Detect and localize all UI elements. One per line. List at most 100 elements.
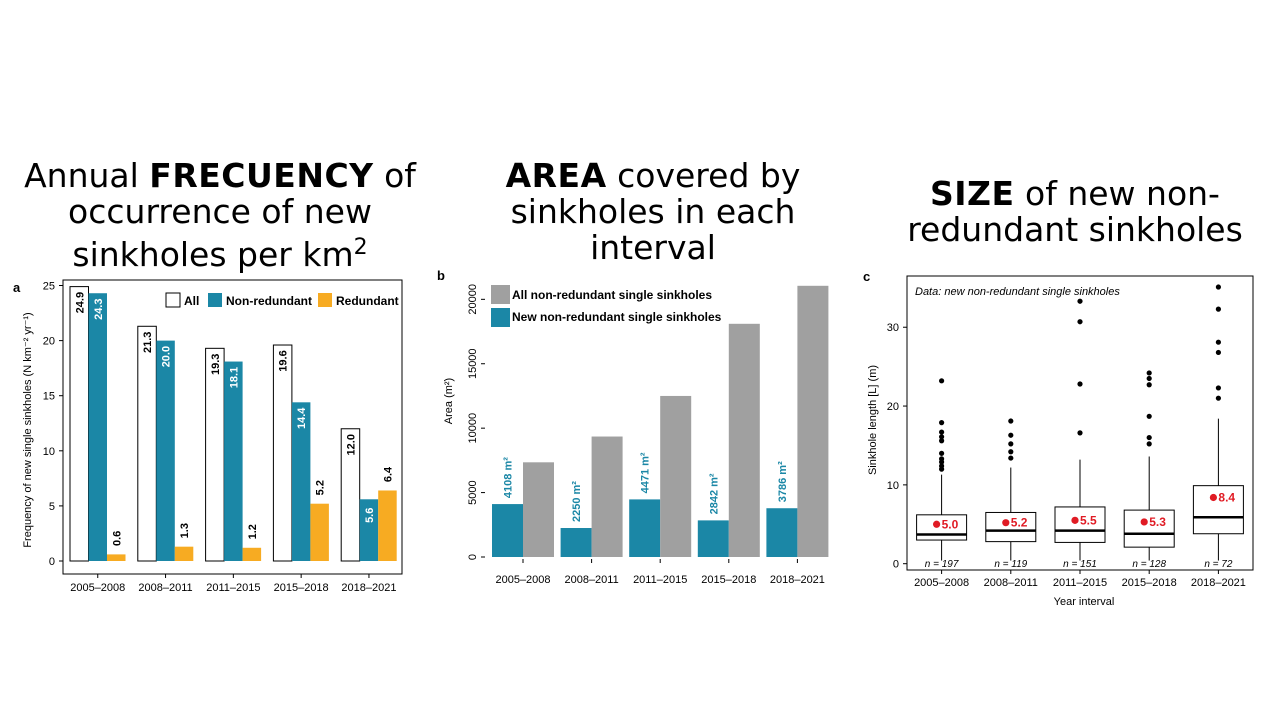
panel-c-outlier xyxy=(939,463,945,469)
heading-area-bold: AREA xyxy=(505,156,607,195)
panel-a-ytick-label: 15 xyxy=(43,391,55,403)
panel-b-xtick-label: 2018–2021 xyxy=(770,574,825,586)
panel-b-bar-all xyxy=(797,285,829,557)
heading-area-post: covered by sinkholes in each interval xyxy=(510,156,801,267)
panel-a-legend-label: Non-redundant xyxy=(226,294,312,308)
panel-a-bar-all xyxy=(137,325,157,562)
panel-c-outlier xyxy=(939,450,945,456)
panel-b-ytick-label: 15000 xyxy=(467,348,479,379)
panel-a-frame xyxy=(62,279,403,575)
panel-c-mean-label: 5.3 xyxy=(1149,515,1166,529)
panel-b-bar-all xyxy=(660,395,692,557)
panel-a-bar-all xyxy=(69,286,89,562)
panel-c-outlier xyxy=(939,420,945,426)
panel-c-ytick-label: 30 xyxy=(887,322,899,334)
heading-area: AREA covered by sinkholes in each interv… xyxy=(453,158,853,266)
panel-c-annotation: Data: new non-redundant single sinkholes xyxy=(915,286,1120,298)
panel-b-xtick-label: 2008–2011 xyxy=(564,574,618,586)
panel-a-xtick-label: 2011–2015 xyxy=(206,582,260,594)
panel-a-data-label: 14.4 xyxy=(296,407,308,429)
panel-a-bar-all xyxy=(340,428,361,562)
panel-a-data-label: 19.3 xyxy=(210,354,222,375)
panel-a-bar-all xyxy=(272,344,293,562)
panel-c-outlier xyxy=(1215,395,1221,401)
panel-b-bar-new xyxy=(697,520,729,557)
panel-b-bar-all xyxy=(728,323,760,557)
panel-b-data-label: 3786 m² xyxy=(777,461,789,502)
panel-b-data-label: 4471 m² xyxy=(640,452,652,493)
panel-a-ytick-label: 5 xyxy=(49,501,55,513)
panel-c-outlier xyxy=(1215,349,1221,356)
panel-c-outlier xyxy=(1008,441,1014,447)
panel-b-bar-new xyxy=(629,499,661,557)
panel-c-xtick-label: 2011–2015 xyxy=(1053,577,1107,589)
panel-a-data-label: 21.3 xyxy=(142,332,154,353)
panel-b-data-label: 4108 m² xyxy=(503,457,515,498)
panel-c-n-label: n = 119 xyxy=(994,559,1027,570)
panel-a-legend: All Non-redundant Redundant xyxy=(165,292,399,308)
panel-c-ytick-label: 20 xyxy=(887,401,899,413)
panel-b-ytick-label: 10000 xyxy=(467,413,479,444)
panel-a-xtick-label: 2018–2021 xyxy=(341,582,396,594)
heading-size: SIZE of new non-redundant sinkholes xyxy=(880,176,1270,248)
panel-b-xtick-label: 2005–2008 xyxy=(495,574,550,586)
chart-size: c Sinkhole length [L] (m) Year interval … xyxy=(863,269,1254,608)
panel-a-bar-redundant xyxy=(174,546,194,561)
panel-c-ylabel: Sinkhole length [L] (m) xyxy=(867,365,879,475)
panel-c-xtick-label: 2008–2011 xyxy=(984,577,1038,589)
panel-a-letter: a xyxy=(13,280,21,295)
panel-c-outlier xyxy=(1077,381,1083,387)
panel-a-bar-non-redundant xyxy=(156,340,175,561)
panel-c-mean-dot xyxy=(933,520,941,528)
panel-b-ylabel: Area (m²) xyxy=(443,378,455,424)
panel-c-mean-label: 5.2 xyxy=(1011,516,1028,530)
panel-a-bar-all xyxy=(205,347,225,562)
heading-frequency-post: of occurrence of new sinkholes per km xyxy=(68,156,416,274)
panel-b-bar-all xyxy=(591,436,623,557)
panel-c-mean-label: 5.5 xyxy=(1080,513,1097,527)
panel-a-bar-non-redundant xyxy=(291,402,311,561)
panel-a-ylabel: Frequency of new single sinkholes (N km⁻… xyxy=(22,312,34,547)
panel-a-data-label: 0.6 xyxy=(111,531,123,546)
panel-a-xtick-label: 2005–2008 xyxy=(70,582,125,594)
panel-a-data-label: 5.2 xyxy=(315,480,327,495)
heading-frequency-sup: 2 xyxy=(353,235,368,260)
panel-b-legend-swatch xyxy=(491,308,510,327)
heading-frequency-pre: Annual xyxy=(24,156,150,195)
panel-c-mean-dot xyxy=(1071,516,1079,524)
panel-b-legend-label: All non-redundant single sinkholes xyxy=(512,288,712,302)
panel-a-bar-non-redundant xyxy=(224,361,243,561)
panel-c-outlier xyxy=(1077,298,1083,304)
panel-a-ytick-label: 10 xyxy=(43,446,55,458)
heading-frequency-bold: FRECUENCY xyxy=(149,156,374,195)
panel-c-n-label: n = 151 xyxy=(1063,559,1097,570)
panel-c-mean-dot xyxy=(1002,519,1010,527)
panel-c-box xyxy=(1123,509,1175,548)
panel-c-outlier xyxy=(1215,284,1221,290)
panel-c-frame xyxy=(906,275,1254,571)
panel-c-mean-label: 5.0 xyxy=(942,517,959,531)
heading-size-bold: SIZE xyxy=(930,174,1015,213)
panel-a-bar-redundant xyxy=(242,547,262,561)
heading-frequency: Annual FRECUENCY of occurrence of new si… xyxy=(20,158,420,273)
panel-c-outlier xyxy=(1215,306,1221,312)
panel-b-ytick-label: 0 xyxy=(467,554,479,560)
panel-c-mean-dot xyxy=(1209,493,1217,502)
panel-c-outlier xyxy=(939,456,945,462)
panel-b-bar-new xyxy=(560,528,592,557)
panel-c-ytick-label: 10 xyxy=(887,480,899,492)
panel-c-outlier xyxy=(1008,418,1014,424)
panel-b-data-label: 2250 m² xyxy=(571,481,583,522)
heading-size-post: of new non-redundant sinkholes xyxy=(907,174,1243,249)
panel-a-bar-redundant xyxy=(107,554,126,561)
panel-a-data-label: 19.6 xyxy=(278,350,290,371)
panel-c-outlier xyxy=(939,434,945,440)
panel-b-xtick-label: 2015–2018 xyxy=(701,574,756,586)
panel-c-outlier xyxy=(1008,432,1014,438)
panel-a-data-label: 20.0 xyxy=(161,346,173,367)
panel-c-box xyxy=(1192,485,1244,535)
panel-c-outlier xyxy=(939,378,945,384)
panel-a-ytick-label: 20 xyxy=(43,336,55,348)
panel-c-box xyxy=(916,514,968,541)
